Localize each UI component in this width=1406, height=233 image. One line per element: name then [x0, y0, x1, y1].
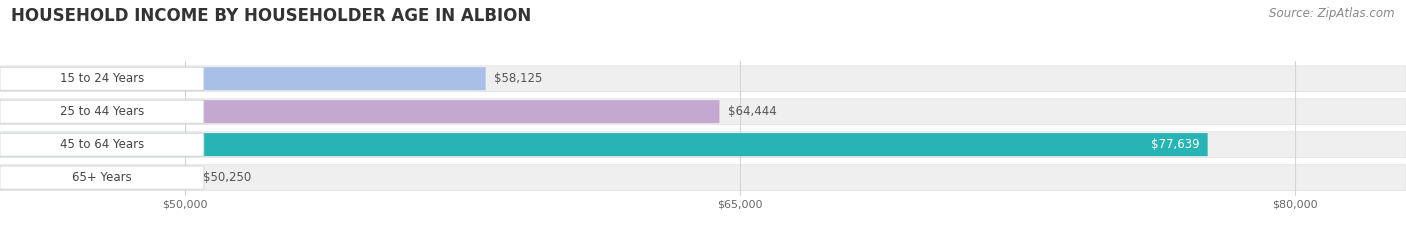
- Text: $58,125: $58,125: [494, 72, 543, 85]
- FancyBboxPatch shape: [0, 166, 194, 189]
- FancyBboxPatch shape: [0, 133, 204, 156]
- FancyBboxPatch shape: [0, 67, 204, 90]
- FancyBboxPatch shape: [0, 166, 204, 189]
- FancyBboxPatch shape: [0, 133, 1208, 156]
- FancyBboxPatch shape: [0, 99, 1406, 124]
- Text: $50,250: $50,250: [202, 171, 250, 184]
- FancyBboxPatch shape: [0, 165, 1406, 190]
- Text: HOUSEHOLD INCOME BY HOUSEHOLDER AGE IN ALBION: HOUSEHOLD INCOME BY HOUSEHOLDER AGE IN A…: [11, 7, 531, 25]
- Text: $64,444: $64,444: [728, 105, 776, 118]
- Text: 15 to 24 Years: 15 to 24 Years: [60, 72, 143, 85]
- Text: $77,639: $77,639: [1150, 138, 1199, 151]
- FancyBboxPatch shape: [0, 66, 1406, 92]
- Text: 25 to 44 Years: 25 to 44 Years: [60, 105, 143, 118]
- FancyBboxPatch shape: [0, 100, 720, 123]
- FancyBboxPatch shape: [0, 132, 1406, 158]
- Text: Source: ZipAtlas.com: Source: ZipAtlas.com: [1270, 7, 1395, 20]
- Text: 65+ Years: 65+ Years: [72, 171, 132, 184]
- Text: 45 to 64 Years: 45 to 64 Years: [60, 138, 143, 151]
- FancyBboxPatch shape: [0, 100, 204, 123]
- FancyBboxPatch shape: [0, 67, 485, 90]
